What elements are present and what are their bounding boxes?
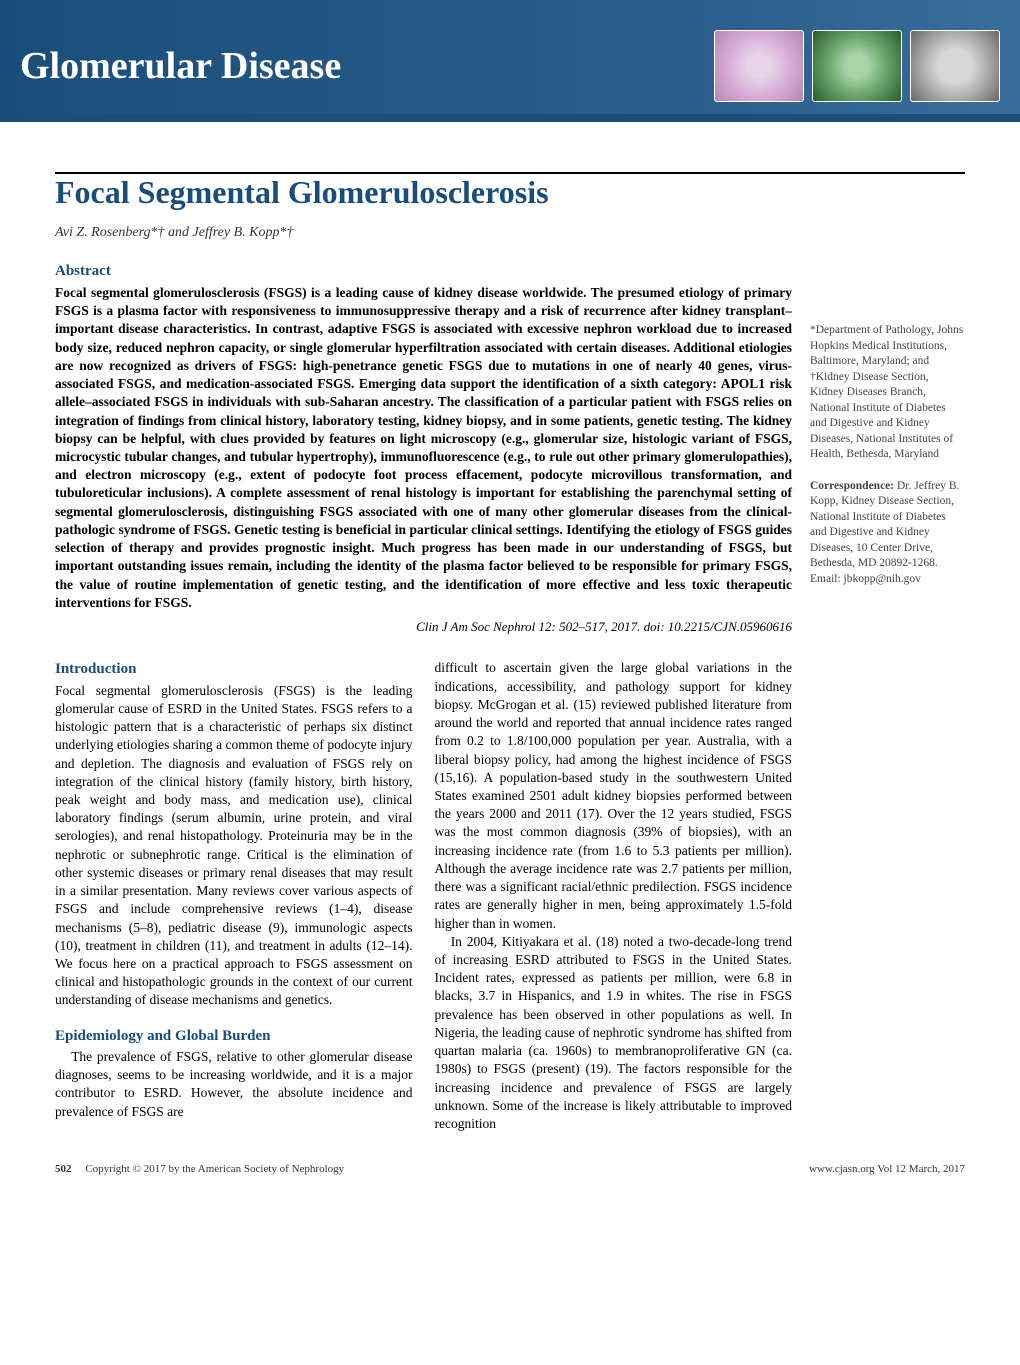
- author-list: Avi Z. Rosenberg*† and Jeffrey B. Kopp*†: [55, 225, 965, 241]
- abstract-body: Focal segmental glomerulosclerosis (FSGS…: [55, 285, 792, 610]
- footer-right: www.cjasn.org Vol 12 March, 2017: [809, 1163, 965, 1175]
- abstract-heading: Abstract: [55, 263, 792, 280]
- main-layout: Abstract Focal segmental glomerulosclero…: [55, 263, 965, 1133]
- header-thumbnails: [714, 30, 1000, 102]
- main-column: Abstract Focal segmental glomerulosclero…: [55, 263, 792, 1133]
- section-title: Glomerular Disease: [20, 44, 341, 88]
- body-col-right: difficult to ascertain given the large g…: [435, 659, 793, 1133]
- journal-section-banner: Glomerular Disease: [0, 0, 1020, 122]
- footer-left: 502 Copyright © 2017 by the American Soc…: [55, 1163, 344, 1175]
- intro-paragraph-1: Focal segmental glomerulosclerosis (FSGS…: [55, 682, 413, 1010]
- article-content: Focal Segmental Glomerulosclerosis Avi Z…: [0, 122, 1020, 1153]
- body-two-columns: Introduction Focal segmental glomerulosc…: [55, 659, 792, 1133]
- epidemiology-heading: Epidemiology and Global Burden: [55, 1026, 413, 1046]
- col2-paragraph-2: In 2004, Kitiyakara et al. (18) noted a …: [435, 933, 793, 1133]
- histology-thumbnail-3: [910, 30, 1000, 102]
- body-col-left: Introduction Focal segmental glomerulosc…: [55, 659, 413, 1133]
- correspondence-block: Correspondence: Dr. Jeffrey B. Kopp, Kid…: [810, 479, 965, 588]
- correspondence-label: Correspondence:: [810, 480, 894, 492]
- affiliation-sidebar: *Department of Pathology, Johns Hopkins …: [810, 263, 965, 1133]
- intro-heading: Introduction: [55, 659, 413, 679]
- article-title: Focal Segmental Glomerulosclerosis: [55, 174, 965, 211]
- histology-thumbnail-2: [812, 30, 902, 102]
- histology-thumbnail-1: [714, 30, 804, 102]
- page-footer: 502 Copyright © 2017 by the American Soc…: [0, 1153, 1020, 1193]
- col2-paragraph-1: difficult to ascertain given the large g…: [435, 659, 793, 932]
- copyright-text: Copyright © 2017 by the American Society…: [85, 1163, 344, 1175]
- abstract-text: Focal segmental glomerulosclerosis (FSGS…: [55, 284, 792, 635]
- affiliations-block: *Department of Pathology, Johns Hopkins …: [810, 323, 965, 463]
- page-number: 502: [55, 1163, 72, 1175]
- epidemiology-paragraph-1: The prevalence of FSGS, relative to othe…: [55, 1048, 413, 1121]
- citation-line: Clin J Am Soc Nephrol 12: 502–517, 2017.…: [55, 618, 792, 636]
- correspondence-text: Dr. Jeffrey B. Kopp, Kidney Disease Sect…: [810, 480, 959, 585]
